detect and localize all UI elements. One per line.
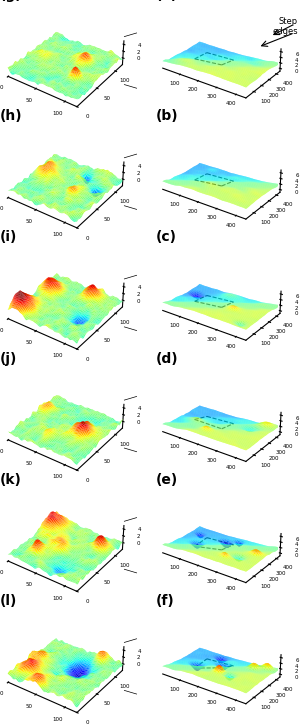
Text: (h): (h)	[0, 109, 22, 124]
Text: (l): (l)	[0, 594, 17, 608]
Text: (f): (f)	[156, 594, 175, 608]
Text: edges: edges	[272, 27, 298, 36]
Text: (a): (a)	[156, 0, 178, 2]
Text: (b): (b)	[156, 109, 179, 124]
Text: (g): (g)	[0, 0, 22, 2]
Text: (c): (c)	[156, 230, 177, 244]
Text: (k): (k)	[0, 473, 22, 487]
Text: (i): (i)	[0, 230, 17, 244]
Text: Step: Step	[279, 17, 298, 26]
Text: (j): (j)	[0, 352, 17, 366]
Text: (d): (d)	[156, 352, 179, 366]
Text: (e): (e)	[156, 473, 178, 487]
